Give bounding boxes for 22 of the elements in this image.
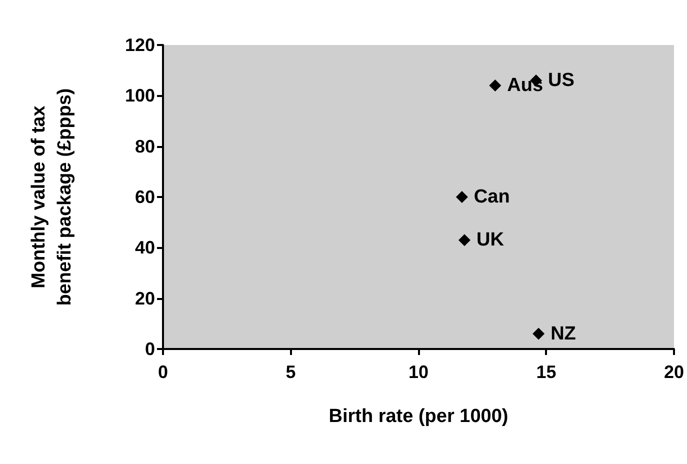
x-tick-label: 10 (408, 362, 429, 382)
y-tick-label: 120 (124, 35, 155, 55)
data-label: Can (474, 186, 510, 208)
y-tick-label: 60 (134, 187, 155, 207)
point (458, 234, 470, 246)
y-tick-label: 20 (134, 288, 155, 308)
x-tick-label: 15 (536, 362, 556, 382)
x-tick-label: 0 (158, 362, 168, 382)
y-tick-label: 40 (134, 238, 155, 258)
data-label: NZ (550, 323, 576, 344)
y-axis-title: Monthly value of tax benefit package (£ppps) (28, 88, 76, 306)
x-tick-label: 5 (286, 362, 296, 382)
y-tick-label: 0 (144, 339, 155, 359)
x-tick-label: 20 (664, 362, 684, 382)
point (489, 80, 502, 92)
point (456, 191, 468, 203)
y-tick-label: 100 (124, 86, 155, 106)
data-label: UK (476, 230, 504, 251)
y-tick-label: 80 (134, 136, 155, 156)
x-axis-title: Birth rate (per 1000) (328, 406, 508, 427)
point (532, 328, 545, 340)
data-label: US (548, 70, 574, 91)
